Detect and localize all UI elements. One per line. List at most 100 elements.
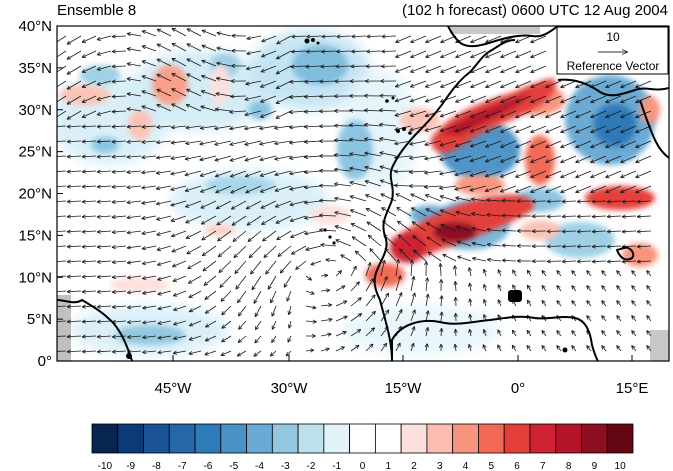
colorbar-label: 9: [592, 461, 598, 471]
wind-vector: [545, 95, 562, 104]
wind-vector: [259, 155, 277, 162]
wind-vector: [270, 290, 277, 304]
wind-vector: [126, 124, 142, 129]
wind-vector: [482, 284, 487, 292]
wind-vector: [646, 315, 652, 322]
wind-vector: [304, 124, 322, 129]
wind-vector: [335, 300, 348, 307]
wind-vector: [335, 285, 346, 292]
wind-vector: [530, 80, 547, 89]
wind-vector: [141, 260, 157, 266]
wind-vector: [541, 299, 547, 307]
wind-vector: [482, 329, 487, 337]
wind-vector: [541, 345, 547, 352]
wind-vector: [229, 170, 247, 178]
wind-vector: [253, 350, 262, 357]
wind-vector: [410, 292, 416, 307]
wind-vector: [127, 334, 142, 340]
lat-label: 20°N: [18, 186, 52, 203]
wind-vector: [111, 94, 127, 99]
wind-vector: [229, 125, 247, 131]
wind-vector: [141, 139, 157, 145]
wind-vector: [171, 88, 187, 97]
wind-vector: [320, 303, 333, 308]
wind-vector: [201, 74, 217, 82]
wind-vector: [171, 73, 187, 82]
wind-vector: [237, 335, 247, 343]
wind-vector: [96, 289, 112, 294]
wind-vector: [291, 34, 307, 39]
wind-vector: [365, 262, 372, 277]
wind-vector: [230, 200, 247, 210]
wind-vector: [636, 259, 652, 264]
wind-vector: [340, 254, 352, 262]
wind-vector: [66, 304, 82, 309]
wind-vector: [440, 65, 457, 73]
wind-vector: [365, 278, 374, 292]
colorbar-swatch: [606, 423, 634, 454]
wind-vector: [379, 136, 397, 142]
wind-vector: [349, 180, 367, 187]
wind-vector: [439, 185, 457, 190]
wind-vector: [325, 258, 337, 263]
wind-vector: [425, 194, 442, 202]
colorbar-swatch: [143, 423, 170, 454]
wind-vector: [244, 125, 262, 131]
wind-vector: [556, 300, 562, 307]
wind-vector: [467, 267, 472, 277]
wind-vector: [245, 65, 262, 71]
wind-vector: [409, 80, 427, 88]
wind-vector: [202, 260, 217, 272]
wind-vector: [232, 230, 247, 242]
wind-vector: [57, 80, 67, 88]
wind-vector: [606, 229, 622, 234]
wind-vector: [410, 50, 427, 58]
wind-vector: [364, 122, 382, 127]
wind-vector: [364, 151, 382, 157]
wind-vector: [172, 260, 187, 268]
wind-vector: [126, 169, 142, 175]
wind-vector: [560, 80, 577, 89]
wind-vector: [586, 270, 592, 277]
wind-vector: [616, 330, 622, 337]
wind-vector: [216, 61, 232, 67]
wind-vector: [221, 335, 232, 343]
wind-vector: [66, 349, 82, 354]
wind-vector: [560, 155, 577, 164]
wind-vector: [576, 229, 592, 234]
wind-vector: [500, 65, 517, 74]
wind-vector: [424, 170, 442, 175]
wind-vector: [334, 138, 352, 143]
wind-vector: [218, 260, 232, 274]
wind-vector: [620, 155, 637, 164]
wind-vector: [486, 212, 502, 218]
wind-vector: [486, 242, 502, 247]
wind-vector: [395, 35, 412, 44]
wind-vector: [248, 245, 262, 259]
wind-vector: [497, 344, 502, 352]
wind-vector: [126, 230, 142, 235]
wind-vector: [275, 50, 292, 60]
wind-vector: [470, 197, 487, 202]
wind-vector: [201, 59, 217, 67]
wind-vector: [199, 155, 217, 162]
wind-vector: [499, 185, 517, 193]
wind-vector: [334, 225, 352, 232]
wind-vector: [96, 110, 112, 116]
wind-vector: [530, 125, 547, 134]
wind-vector: [636, 214, 652, 219]
wind-vector: [186, 43, 202, 52]
wind-vector: [515, 65, 532, 74]
colorbar-swatch: [323, 423, 351, 454]
wind-vector: [349, 79, 367, 84]
wind-vector: [220, 350, 232, 356]
wind-vector: [546, 229, 562, 234]
wind-vector: [57, 350, 67, 352]
wind-vector: [576, 199, 592, 204]
wind-vector: [142, 349, 157, 355]
wind-vector: [171, 58, 187, 67]
wind-vector: [142, 275, 157, 281]
wind-vector: [621, 229, 637, 234]
wind-vector: [214, 107, 232, 112]
wind-vector: [456, 240, 472, 247]
